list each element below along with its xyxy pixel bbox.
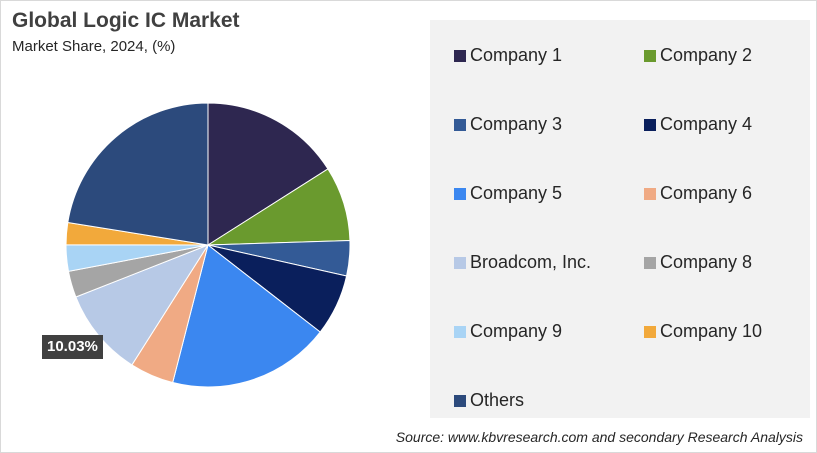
legend-label: Company 4 xyxy=(660,114,753,134)
legend-swatch xyxy=(454,325,466,338)
legend-swatch xyxy=(644,256,656,269)
legend-item: Company 3 xyxy=(454,114,562,135)
pie-slice-others xyxy=(67,102,209,246)
legend-label: Company 9 xyxy=(470,321,563,341)
legend-label: Company 1 xyxy=(470,45,563,65)
legend-label: Company 10 xyxy=(660,321,763,341)
pie-slice-company-1 xyxy=(207,102,329,246)
legend-item: Company 8 xyxy=(644,252,752,273)
legend-label: Others xyxy=(470,390,525,410)
data-label-broadcom: 10.03% xyxy=(42,335,103,359)
legend-swatch xyxy=(644,49,656,62)
chart-subtitle: Market Share, 2024, (%) xyxy=(12,38,176,55)
legend-item: Company 4 xyxy=(644,114,752,135)
legend-item: Broadcom, Inc. xyxy=(454,252,591,273)
source-note: Source: www.kbvresearch.com and secondar… xyxy=(395,429,803,445)
legend-item: Company 10 xyxy=(644,321,762,342)
legend: Company 1 Company 2 Company 3 Company 4 Comp… xyxy=(430,20,810,418)
legend-swatch xyxy=(644,118,656,131)
legend-swatch xyxy=(454,187,466,200)
legend-item: Company 5 xyxy=(454,183,562,204)
legend-label: Broadcom, Inc. xyxy=(470,252,592,272)
legend-item: Company 9 xyxy=(454,321,562,342)
legend-label: Company 8 xyxy=(660,252,753,272)
legend-swatch xyxy=(454,118,466,131)
legend-item: Others xyxy=(454,390,524,411)
legend-swatch xyxy=(454,256,466,269)
chart-title: Global Logic IC Market xyxy=(12,9,240,32)
legend-swatch xyxy=(644,325,656,338)
legend-label: Company 2 xyxy=(660,45,753,65)
legend-item: Company 2 xyxy=(644,45,752,66)
pie-chart xyxy=(65,102,351,388)
legend-swatch xyxy=(454,49,466,62)
legend-swatch xyxy=(454,394,466,407)
legend-label: Company 3 xyxy=(470,114,563,134)
legend-item: Company 6 xyxy=(644,183,752,204)
legend-label: Company 5 xyxy=(470,183,563,203)
pie-slice-company-5 xyxy=(172,244,321,388)
legend-swatch xyxy=(644,187,656,200)
legend-label: Company 6 xyxy=(660,183,753,203)
legend-item: Company 1 xyxy=(454,45,562,66)
